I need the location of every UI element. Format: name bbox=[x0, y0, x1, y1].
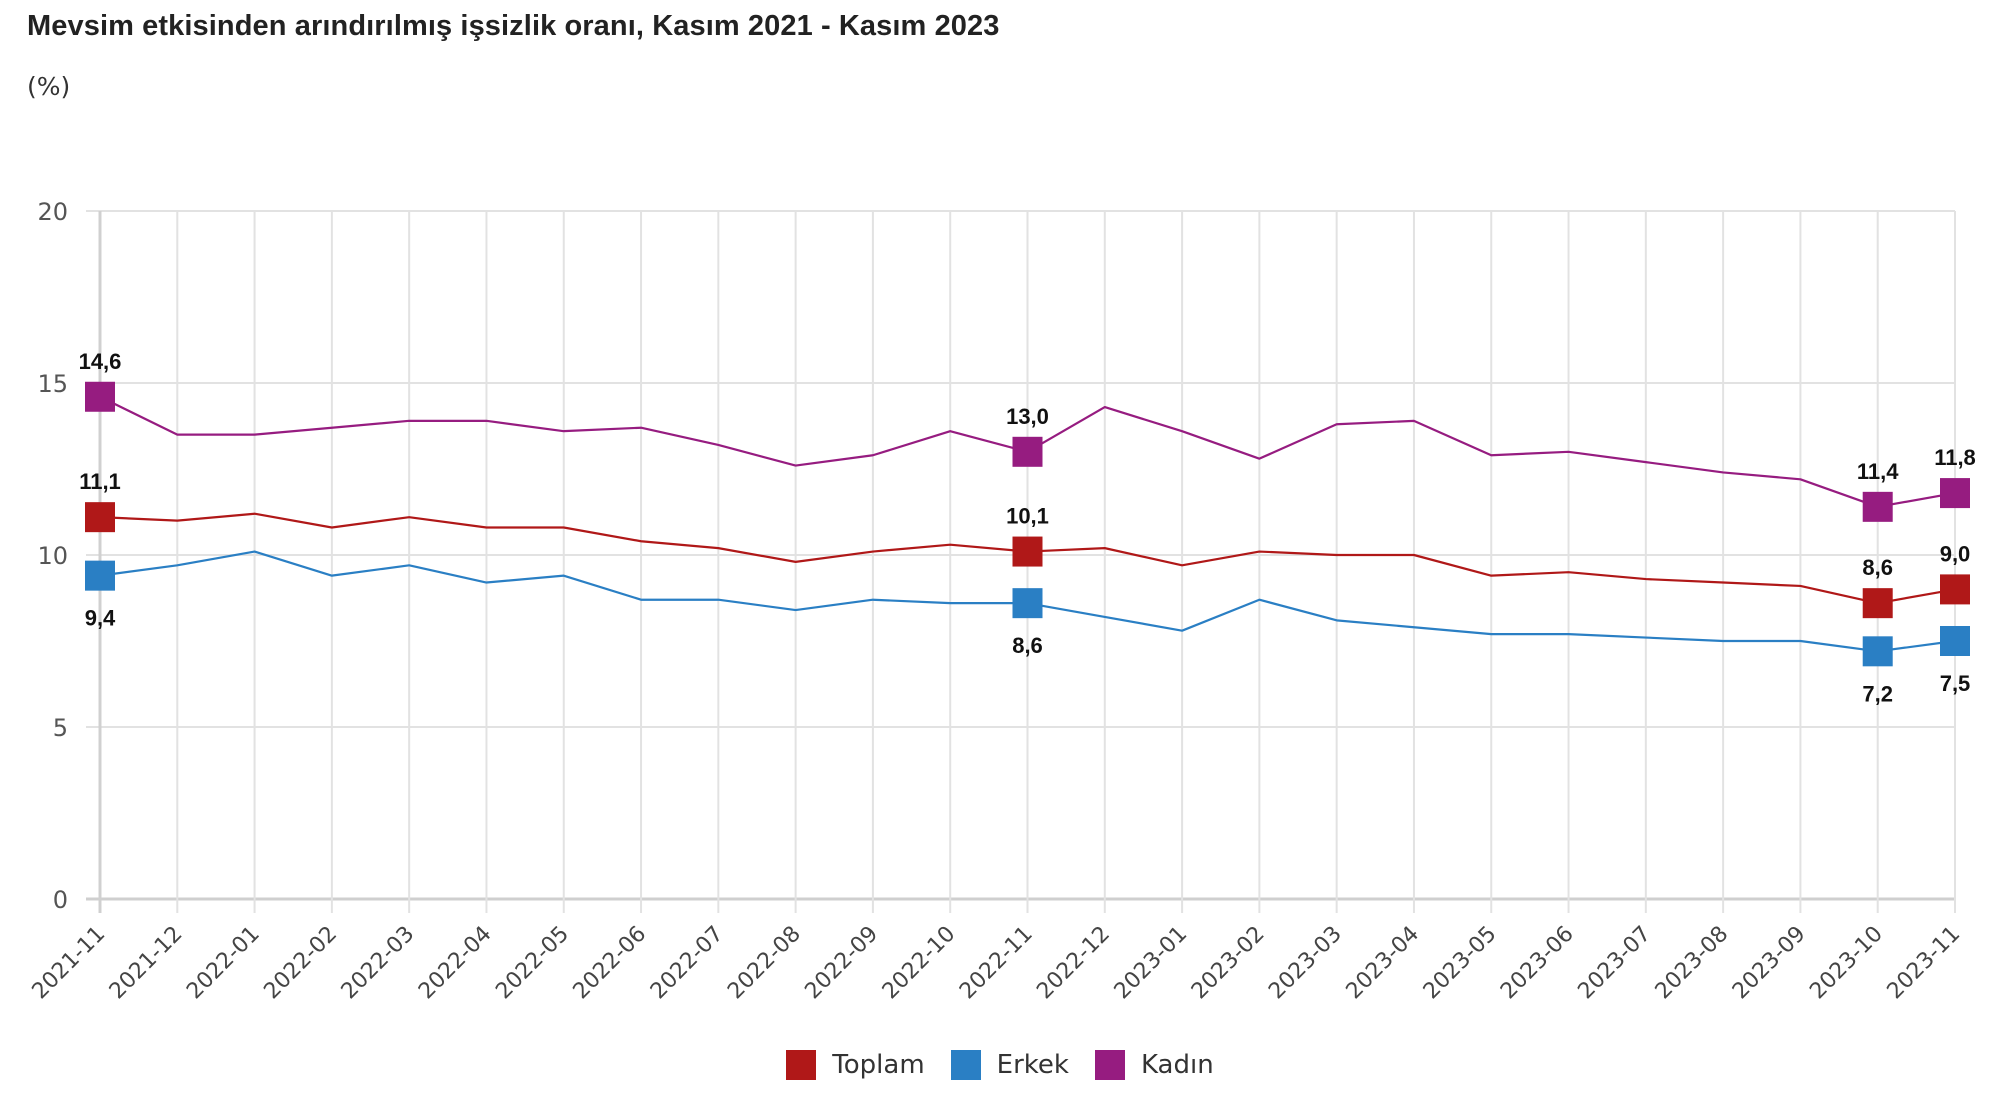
data-label-toplam: 8,6 bbox=[1862, 555, 1893, 580]
marker-toplam-2022-11 bbox=[1012, 536, 1043, 567]
x-axis-ticks: 2021-112021-122022-012022-022022-032022-… bbox=[28, 922, 1966, 1005]
x-tick-label: 2022-03 bbox=[337, 922, 420, 1005]
marker-erkek-2021-11 bbox=[85, 560, 115, 591]
y-tick-label: 10 bbox=[37, 542, 68, 570]
data-label-erkek: 7,5 bbox=[1940, 671, 1971, 696]
data-labels: 11,1 10,1 8,6 9,0 9,4 8,6 7,2 7,5 14,6 13,0 11,4 11… bbox=[79, 349, 1976, 707]
x-tick-label: 2023-08 bbox=[1651, 922, 1734, 1005]
chart-title: Mevsim etkisinden arındırılmış işsizlik … bbox=[27, 10, 1000, 42]
x-tick-label: 2022-02 bbox=[259, 922, 342, 1005]
data-label-toplam: 9,0 bbox=[1940, 541, 1971, 566]
data-label-toplam: 11,1 bbox=[79, 469, 121, 494]
marker-kadın-2023-10 bbox=[1862, 491, 1893, 522]
x-tick-label: 2022-01 bbox=[182, 922, 265, 1005]
x-tick-label: 2023-11 bbox=[1883, 922, 1966, 1005]
legend-swatch bbox=[950, 1050, 981, 1080]
x-tick-label: 2022-09 bbox=[800, 922, 883, 1005]
x-tick-label: 2022-10 bbox=[878, 922, 961, 1005]
grid-lines bbox=[86, 210, 1956, 913]
x-tick-label: 2021-11 bbox=[28, 922, 111, 1005]
marker-erkek-2022-11 bbox=[1012, 588, 1043, 619]
x-tick-label: 2022-12 bbox=[1032, 922, 1115, 1005]
legend-label: Kadın bbox=[1140, 1050, 1214, 1080]
legend: Toplam Erkek Kadın bbox=[0, 1050, 2000, 1080]
data-label-erkek: 7,2 bbox=[1862, 681, 1893, 706]
x-tick-label: 2023-01 bbox=[1110, 922, 1193, 1005]
marker-toplam-2021-11 bbox=[85, 502, 115, 533]
data-label-erkek: 9,4 bbox=[85, 606, 116, 631]
data-label-kadın: 14,6 bbox=[79, 349, 122, 374]
legend-label: Toplam bbox=[832, 1050, 925, 1080]
x-tick-label: 2022-04 bbox=[414, 922, 497, 1005]
x-tick-label: 2022-11 bbox=[955, 922, 1038, 1005]
x-tick-label: 2023-04 bbox=[1342, 922, 1425, 1005]
marker-toplam-2023-10 bbox=[1862, 588, 1893, 619]
y-tick-label: 5 bbox=[53, 714, 68, 742]
data-label-kadın: 13,0 bbox=[1006, 404, 1049, 429]
x-tick-label: 2023-06 bbox=[1496, 922, 1579, 1005]
data-label-erkek: 8,6 bbox=[1012, 633, 1043, 658]
x-tick-label: 2023-02 bbox=[1187, 922, 1270, 1005]
marker-erkek-2023-11 bbox=[1940, 626, 1970, 656]
x-tick-label: 2023-03 bbox=[1264, 922, 1347, 1005]
x-tick-label: 2023-05 bbox=[1419, 922, 1502, 1005]
legend-label: Erkek bbox=[996, 1050, 1069, 1080]
marker-erkek-2023-10 bbox=[1862, 636, 1893, 667]
x-tick-label: 2022-05 bbox=[491, 922, 574, 1005]
y-tick-label: 20 bbox=[37, 198, 68, 226]
x-tick-label: 2021-12 bbox=[105, 922, 188, 1005]
x-tick-label: 2023-09 bbox=[1728, 922, 1811, 1005]
legend-item-toplam[interactable]: Toplam bbox=[786, 1050, 925, 1080]
x-tick-label: 2022-08 bbox=[723, 922, 806, 1005]
legend-item-erkek[interactable]: Erkek bbox=[950, 1050, 1069, 1080]
x-tick-label: 2022-07 bbox=[646, 922, 729, 1005]
legend-swatch bbox=[786, 1050, 817, 1080]
marker-kadın-2022-11 bbox=[1012, 436, 1043, 467]
y-axis-ticks: 0 5 10 15 20 bbox=[37, 198, 68, 914]
data-label-kadın: 11,4 bbox=[1857, 459, 1899, 484]
legend-swatch bbox=[1094, 1050, 1125, 1080]
data-label-kadın: 11,8 bbox=[1934, 445, 1976, 470]
marker-toplam-2023-11 bbox=[1940, 574, 1970, 605]
legend-item-kadın[interactable]: Kadın bbox=[1094, 1050, 1214, 1080]
x-tick-label: 2023-07 bbox=[1573, 922, 1656, 1005]
x-tick-label: 2023-10 bbox=[1805, 922, 1888, 1005]
marker-kadın-2021-11 bbox=[85, 381, 115, 412]
marker-kadın-2023-11 bbox=[1940, 478, 1970, 509]
chart-subtitle-unit: (%) bbox=[27, 72, 71, 101]
data-label-toplam: 10,1 bbox=[1006, 504, 1049, 529]
series-markers bbox=[85, 381, 1970, 667]
x-tick-label: 2022-06 bbox=[569, 922, 652, 1005]
y-tick-label: 15 bbox=[37, 370, 68, 398]
y-tick-label: 0 bbox=[53, 886, 68, 914]
